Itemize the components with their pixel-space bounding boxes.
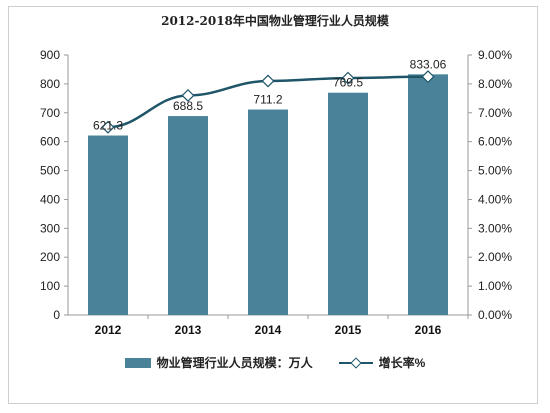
y2-tick-label: 3.00% [478,221,512,235]
y-tick-label: 600 [40,135,60,149]
legend-line-swatch [338,356,373,369]
bar [248,109,288,315]
y2-tick-label: 6.00% [478,135,512,149]
y2-tick-label: 7.00% [478,106,512,120]
y-tick-label: 900 [40,48,60,62]
legend-bar-label: 物业管理行业人员规模：万人 [156,356,313,370]
y2-tick-label: 8.00% [478,77,512,91]
growth-marker [341,71,355,85]
y-tick-label: 800 [40,77,60,91]
y-tick-label: 100 [40,279,60,293]
legend-bar-swatch [124,357,151,368]
y2-tick-label: 1.00% [478,279,512,293]
bar [328,92,368,315]
y2-tick-label: 9.00% [478,48,512,62]
growth-marker [261,74,275,88]
x-tick-label: 2014 [255,323,282,337]
bar-data-label: 711.2 [253,93,282,107]
bar-data-label: 769.5 [333,76,363,90]
growth-marker [181,88,195,102]
growth-marker [421,70,435,84]
x-tick-label: 2015 [335,323,362,337]
chart-title: 2012-2018年中国物业管理行业人员规模 [161,14,389,28]
legend: 物业管理行业人员规模：万人 增长率% [0,354,550,371]
legend-line-label: 增长率% [378,356,426,370]
bar [408,74,448,315]
legend-item-bar: 物业管理行业人员规模：万人 [124,354,313,371]
x-tick-label: 2013 [175,323,202,337]
y-tick-label: 500 [40,164,60,178]
y2-tick-label: 2.00% [478,250,512,264]
y-tick-label: 700 [40,106,60,120]
y-tick-label: 400 [40,192,60,206]
legend-item-line: 增长率% [338,354,426,371]
x-tick-label: 2012 [95,323,122,337]
y-tick-label: 0 [53,308,60,322]
y-tick-label: 300 [40,221,60,235]
y-tick-label: 200 [40,250,60,264]
x-tick-label: 2016 [415,323,442,337]
bar [88,135,128,315]
y2-tick-label: 4.00% [478,192,512,206]
bar-data-label: 833.06 [410,57,447,71]
bar-data-label: 621.3 [93,119,123,133]
bar-data-label: 688.5 [173,99,203,113]
bar [168,116,208,315]
growth-marker [101,120,115,134]
y2-tick-label: 5.00% [478,164,512,178]
y2-tick-label: 0.00% [478,308,512,322]
